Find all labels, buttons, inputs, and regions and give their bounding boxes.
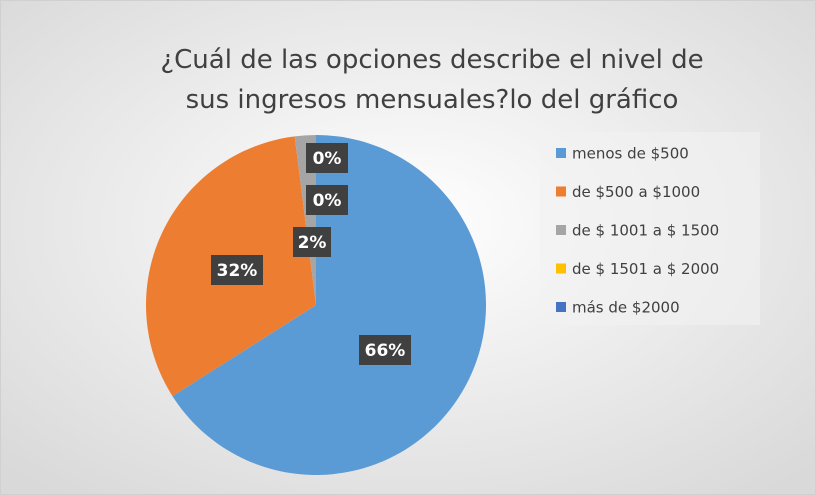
- data-label: 0%: [313, 191, 342, 211]
- legend-label: de $500 a $1000: [572, 183, 700, 201]
- legend-swatch: [556, 263, 566, 274]
- data-label: 66%: [365, 341, 406, 361]
- data-label-box: [306, 185, 348, 215]
- data-label: 32%: [217, 261, 258, 281]
- legend-swatch: [556, 225, 566, 235]
- data-label-box: [293, 227, 331, 257]
- chart-title: ¿Cuál de las opciones describe el nivel …: [160, 45, 703, 115]
- legend-label: de $ 1501 a $ 2000: [572, 260, 719, 278]
- data-label: 0%: [313, 149, 342, 169]
- pie-slice: [172, 135, 487, 476]
- legend-box: [540, 132, 760, 325]
- legend-label: menos de $500: [572, 145, 689, 163]
- pie-slice: [294, 135, 316, 305]
- legend-swatch: [556, 148, 566, 158]
- data-label-box: [211, 255, 263, 285]
- data-label: 2%: [298, 233, 327, 253]
- legend-label: más de $2000: [572, 299, 680, 317]
- legend-swatch: [556, 302, 566, 312]
- data-label-box: [359, 335, 411, 365]
- legend-swatch: [556, 186, 566, 197]
- data-label-box: [306, 143, 348, 173]
- legend-label: de $ 1001 a $ 1500: [572, 222, 719, 240]
